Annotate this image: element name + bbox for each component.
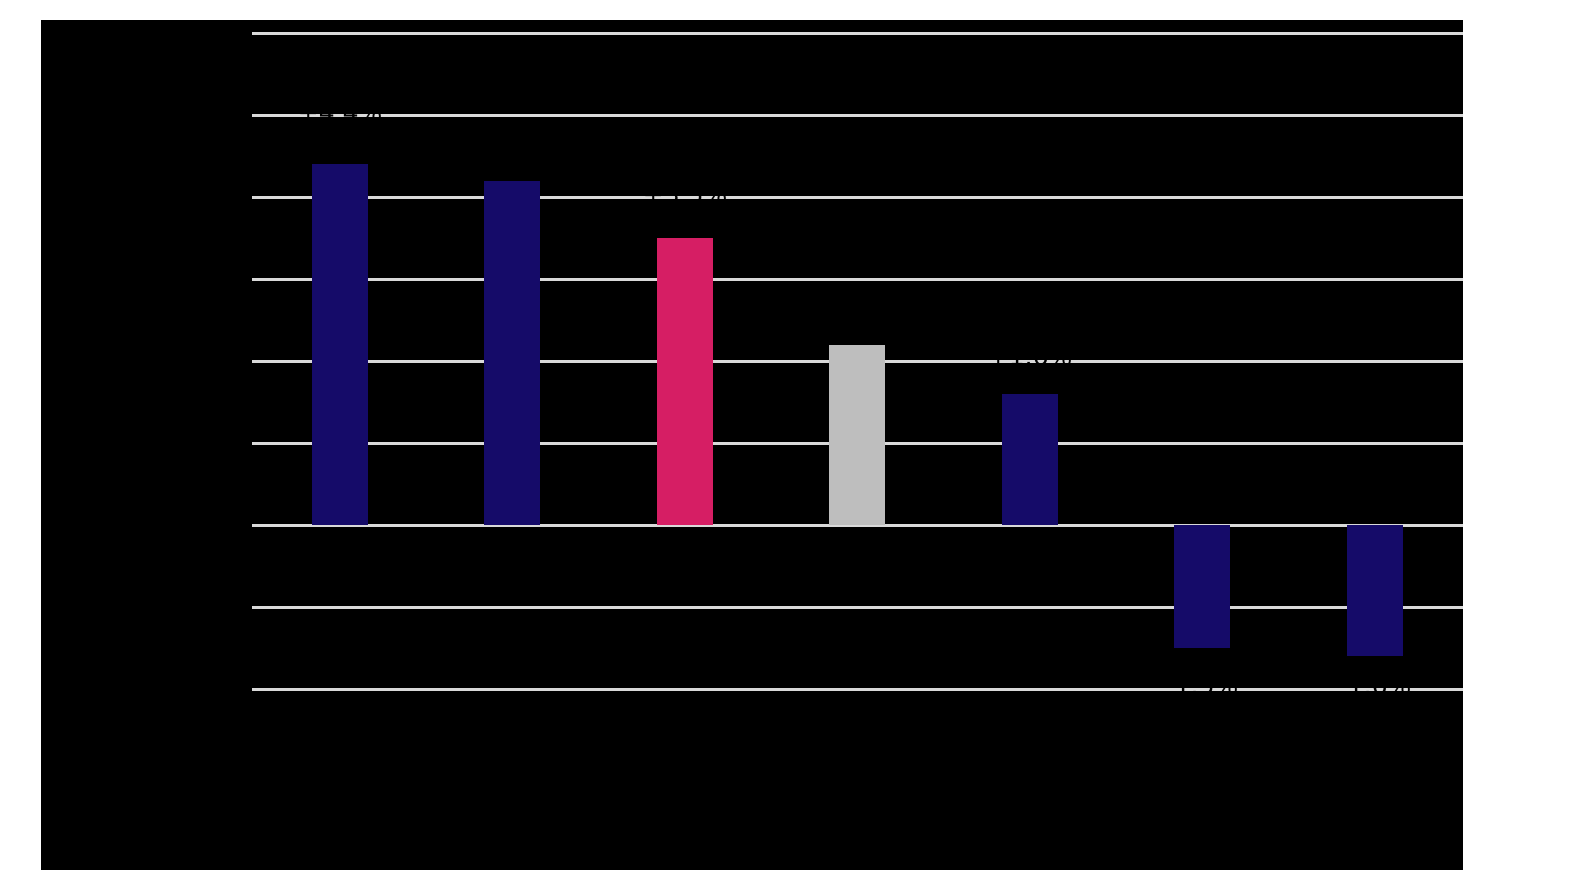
bar — [829, 344, 885, 525]
gridline — [252, 114, 1463, 117]
bar-value-label: +4.2% — [469, 119, 555, 148]
bar-value-label: +4.4% — [297, 98, 383, 127]
bar-value-label: +1.6% — [987, 342, 1073, 371]
bar — [1002, 393, 1058, 525]
gridline — [252, 278, 1463, 281]
bar-value-label: -1.5% — [1165, 671, 1239, 700]
gridline — [252, 524, 1463, 527]
bar — [1347, 525, 1403, 657]
bar-value-label: +2.2% — [814, 280, 900, 309]
gridline — [252, 606, 1463, 609]
bar — [657, 238, 713, 525]
bar-value-label: +3.5% — [642, 180, 728, 209]
bar — [1174, 525, 1230, 648]
bar — [312, 164, 368, 525]
bar-chart-figure: +4.4% +4.2% +3.5% +2.2% +1.6% -1.5% -1.6% — [41, 20, 1463, 870]
gridline — [252, 196, 1463, 199]
bar-value-label: -1.6% — [1338, 671, 1412, 700]
gridline — [252, 688, 1463, 691]
bar — [484, 180, 540, 525]
gridline — [252, 32, 1463, 35]
